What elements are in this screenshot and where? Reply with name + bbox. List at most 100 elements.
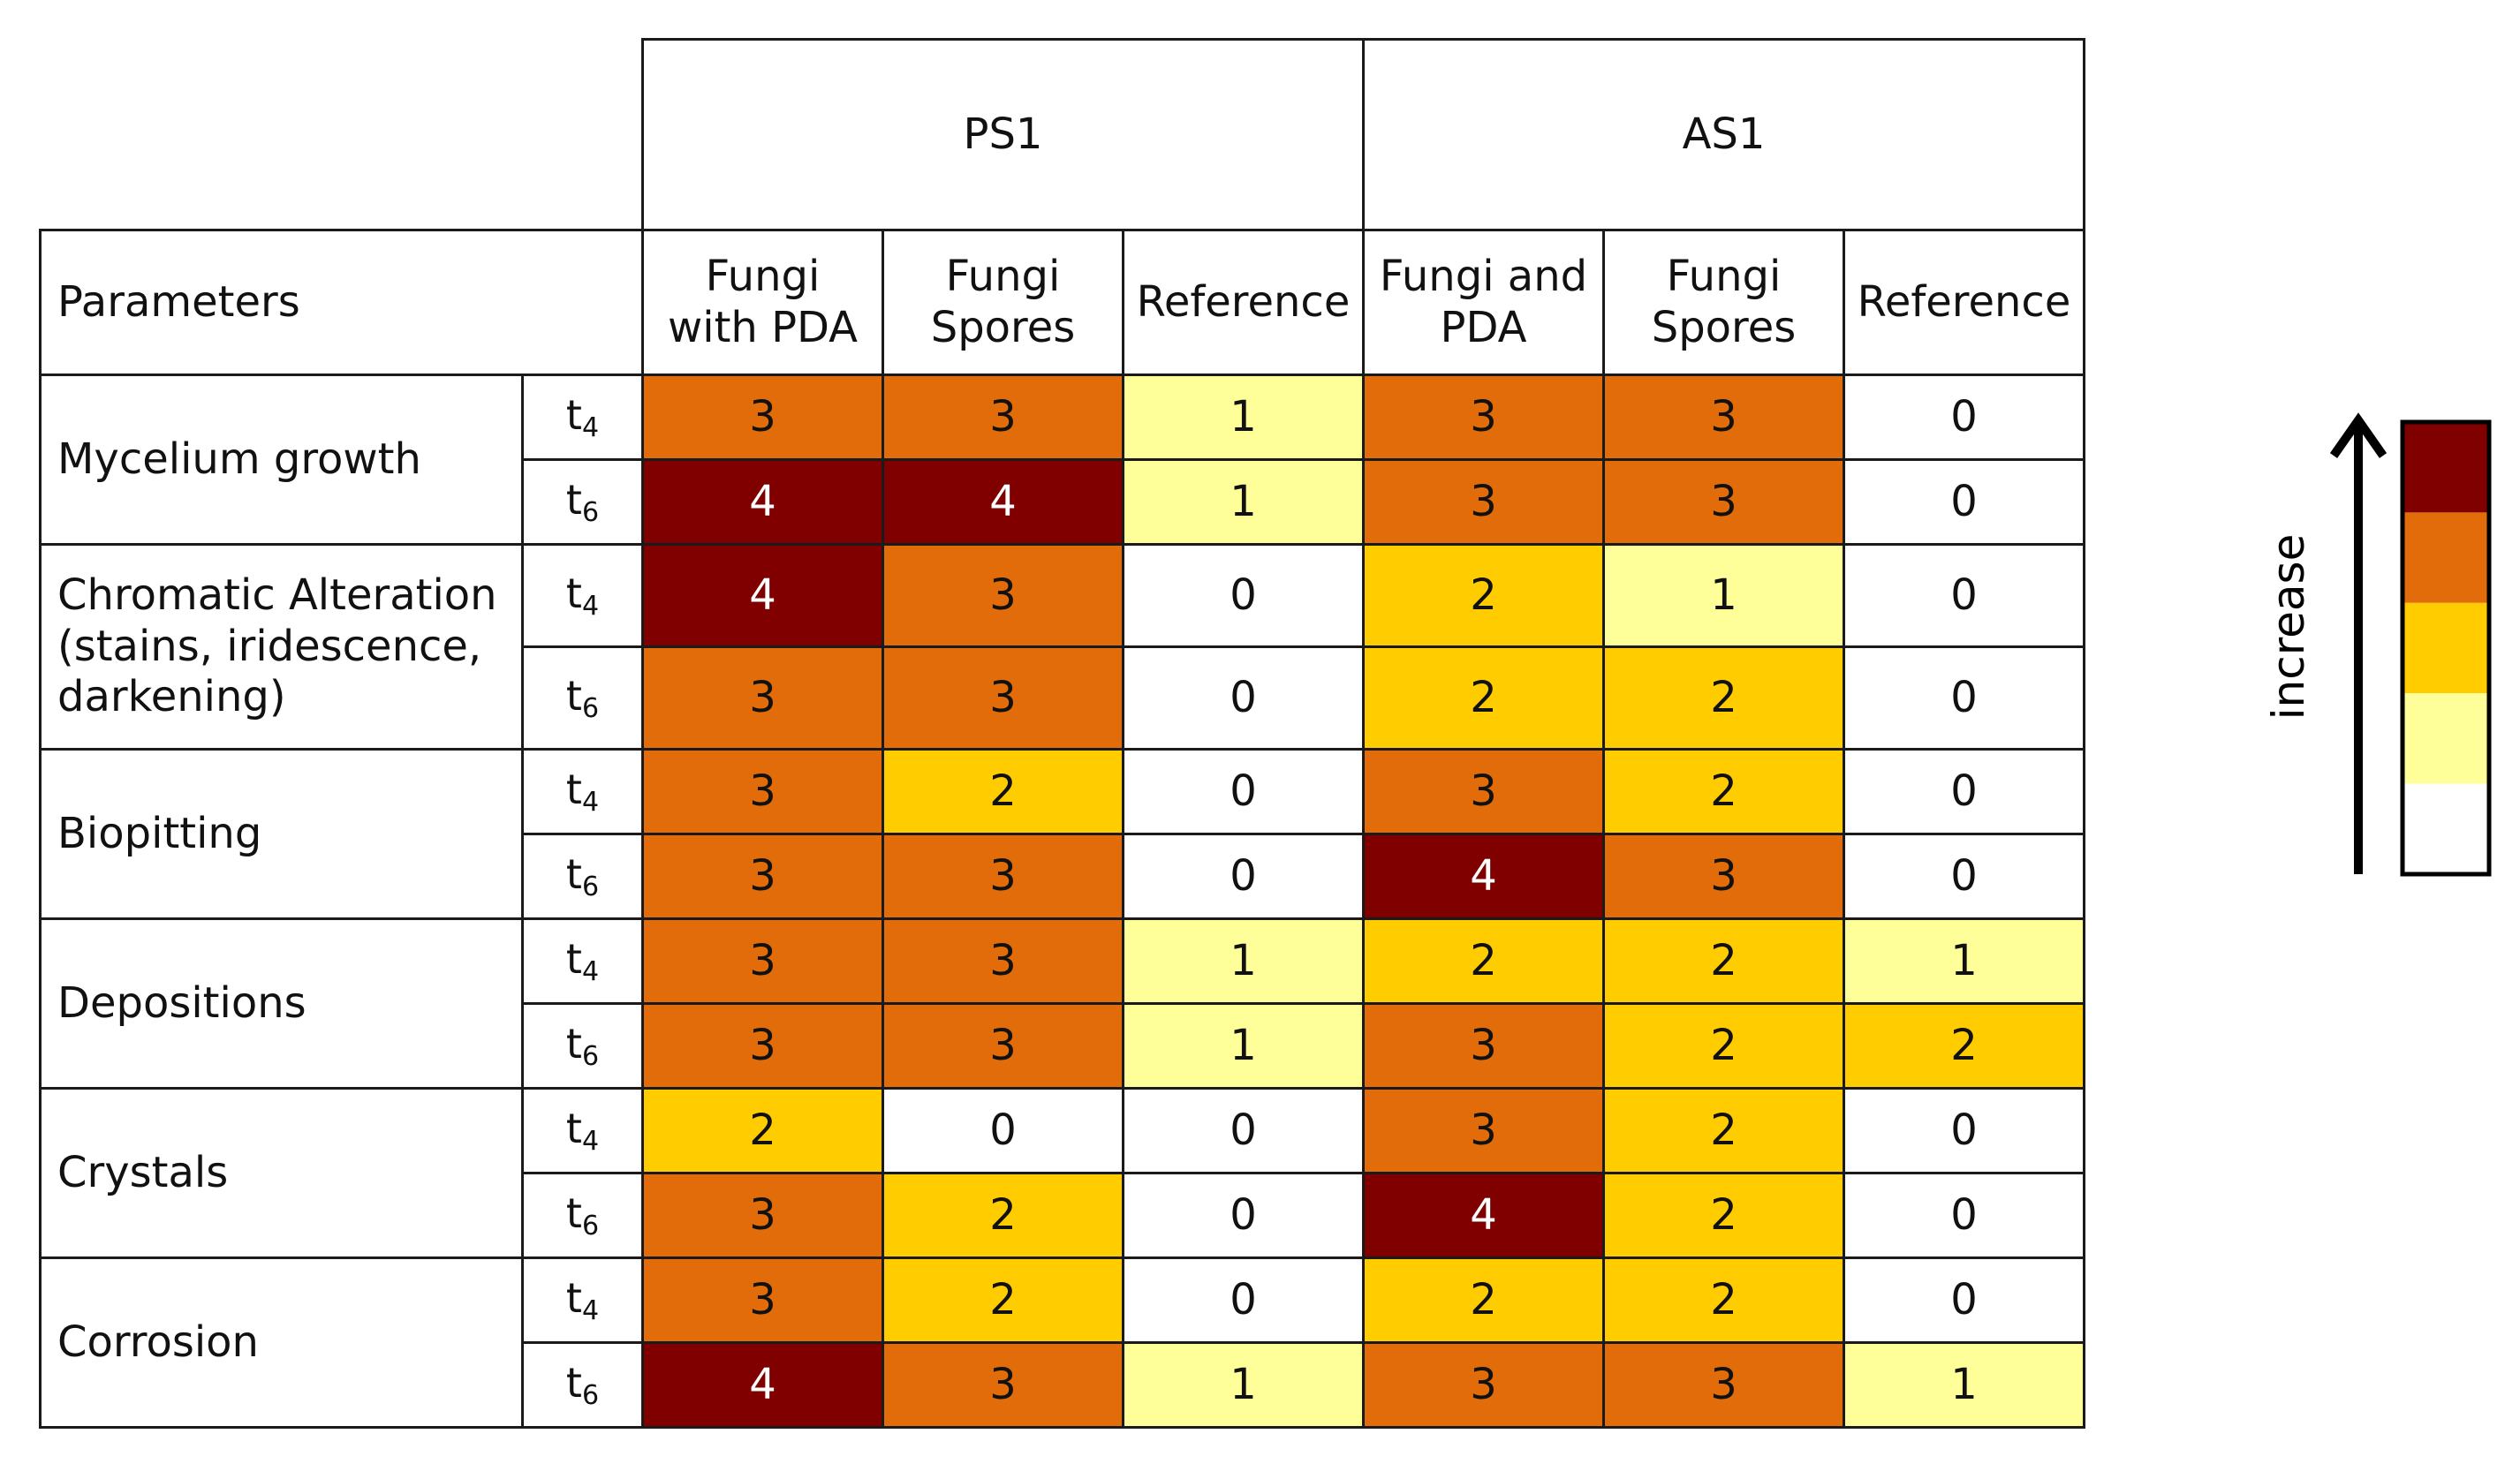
time-label-base: t [565,1104,582,1152]
heatmap-cell: 4 [1362,833,1605,920]
heatmap-cell: 3 [1602,1341,1845,1429]
heatmap-cell: 0 [1843,748,2085,835]
heatmap-cell: 1 [1122,458,1365,546]
table-row: Mycelium growth t4 3 3 1 3 3 0 [39,374,2085,546]
heatmap-cell: 2 [1602,748,1845,835]
heatmap-cell: 3 [882,1002,1124,1090]
time-label-base: t [565,1358,582,1407]
heatmap-cell: 0 [882,1087,1124,1174]
parameter-label-line: (stains, iridescence, [57,621,482,671]
heatmap-cell: 0 [1122,748,1365,835]
heatmap-cell: 3 [1362,1087,1605,1174]
table-row: Chromatic Alteration (stains, iridescence… [39,543,2085,751]
time-label-subscript: 4 [581,1294,600,1326]
heatmap-cell: 2 [882,1172,1124,1259]
heatmap-cell: 0 [1843,1256,2085,1344]
heatmap-cell: 0 [1843,1172,2085,1259]
heatmap-cell: 3 [1362,748,1605,835]
heatmap-cell: 3 [882,374,1124,461]
column-header: Fungi and PDA [1362,229,1605,376]
heatmap-cell: 3 [1362,1341,1605,1429]
time-label-subscript: 6 [581,496,600,528]
column-header-line: Reference [1857,276,2071,327]
table-row: t6 3 3 1 3 2 2 [41,1002,2085,1090]
table-row: Crystals t4 2 0 0 3 2 0 [39,1087,2085,1259]
heatmap-cell: 3 [1602,374,1845,461]
time-label-base: t [565,765,582,813]
parameter-label: Crystals [39,1087,524,1259]
heatmap-cell: 0 [1843,374,2085,461]
heatmap-cell: 0 [1122,1172,1365,1259]
legend-swatch [2403,422,2489,513]
heatmap-cell: 1 [1602,543,1845,648]
color-legend: increase [2261,406,2509,901]
column-header-line: PDA [1440,302,1527,352]
table-row: Biopitting t4 3 2 0 3 2 0 [39,748,2085,920]
legend-swatch [2403,693,2489,784]
time-label-base: t [565,569,582,617]
group-header-ps1: PS1 [641,38,1365,231]
heatmap-cell: 3 [641,1172,884,1259]
parameters-header: Parameters [39,229,644,376]
heatmap-cell: 3 [1362,458,1605,546]
heatmap-cell: 3 [641,1002,884,1090]
heatmap-table-container: PS1 AS1 Parameters Fungi with PDA Fungi Sp… [39,38,2085,1429]
heatmap-cell: 4 [641,458,884,546]
time-label-subscript: 6 [581,871,600,902]
heatmap-cell: 3 [882,1341,1124,1429]
time-label: t6 [521,1341,644,1429]
table-row: t6 3 2 0 4 2 0 [41,1172,2085,1259]
parameter-label: Biopitting [39,748,524,920]
heatmap-cell: 3 [641,748,884,835]
heatmap-cell: 3 [1602,458,1845,546]
corner-blank [40,39,644,231]
column-header-line: Fungi [1666,251,1782,301]
heatmap-cell: 3 [882,645,1124,751]
time-label-base: t [565,671,582,720]
heatmap-cell: 0 [1843,543,2085,648]
heatmap-cell: 2 [1602,1256,1845,1344]
heatmap-cell: 2 [641,1087,884,1174]
heatmap-cell: 3 [1362,374,1605,461]
heatmap-cell: 4 [882,458,1124,546]
heatmap-cell: 3 [641,917,884,1005]
heatmap-cell: 1 [1843,917,2085,1005]
heatmap-cell: 2 [882,1256,1124,1344]
column-header-line: Fungi and [1379,251,1588,301]
column-header: Fungi with PDA [641,229,884,376]
legend-border [2400,419,2492,877]
heatmap-table: PS1 AS1 Parameters Fungi with PDA Fungi Sp… [39,38,2085,1429]
heatmap-cell: 3 [882,917,1124,1005]
time-label: t4 [521,1256,644,1344]
heatmap-cell: 3 [1362,1002,1605,1090]
legend-swatch [2403,602,2489,694]
heatmap-cell: 4 [641,1341,884,1429]
time-label-subscript: 4 [581,786,600,818]
time-label-base: t [565,390,582,439]
heatmap-cell: 1 [1122,917,1365,1005]
column-header-line: Spores [1651,302,1797,352]
time-label-base: t [565,1188,582,1237]
heatmap-cell: 3 [641,1256,884,1344]
time-label: t6 [521,645,644,751]
time-label-base: t [565,475,582,524]
table-row: t6 3 3 0 2 2 0 [41,645,2085,751]
column-header: Reference [1122,229,1365,376]
legend-swatch [2403,512,2489,603]
heatmap-cell: 2 [1602,917,1845,1005]
heatmap-cell: 0 [1843,1087,2085,1174]
column-header-line: Spores [930,302,1076,352]
heatmap-cell: 3 [882,833,1124,920]
parameter-label-line: Mycelium growth [57,434,421,484]
group-header-as1: AS1 [1362,38,2085,231]
table-row: Depositions t4 3 3 1 2 2 1 [39,917,2085,1090]
time-label-subscript: 6 [581,1379,600,1411]
heatmap-cell: 3 [641,645,884,751]
parameter-label-line: Depositions [57,977,306,1028]
time-label-subscript: 6 [581,692,600,724]
heatmap-cell: 0 [1843,458,2085,546]
time-label-subscript: 4 [581,1125,600,1157]
heatmap-body: Mycelium growth t4 3 3 1 3 3 0 t6 4 4 1 3 3 0 Chromatic… [39,374,2085,1429]
heatmap-cell: 2 [1602,1087,1845,1174]
heatmap-cell: 3 [882,543,1124,648]
